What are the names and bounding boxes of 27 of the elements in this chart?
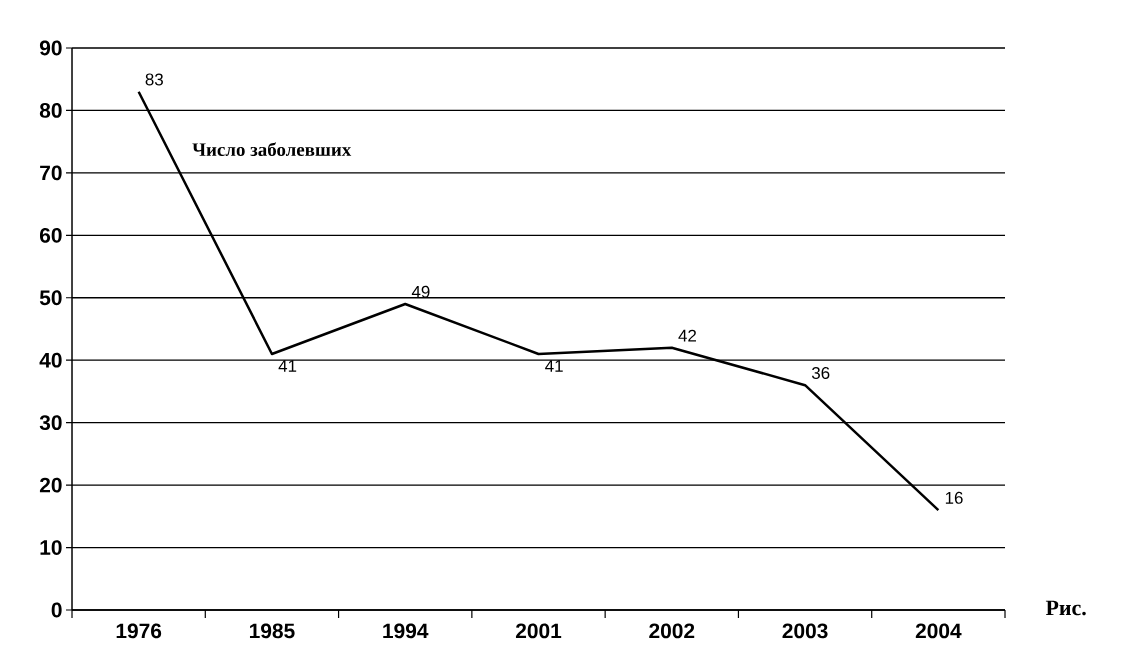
series-label: Число заболевших (192, 142, 352, 157)
data-label: 83 (145, 73, 163, 86)
y-tick-label: 10 (40, 540, 62, 555)
x-tick-label: 2004 (915, 623, 962, 639)
y-tick-label: 30 (39, 415, 62, 431)
data-label: 49 (411, 285, 430, 298)
x-tick-label: 2001 (515, 623, 562, 639)
data-label: 36 (811, 366, 830, 379)
data-label: 41 (545, 360, 563, 372)
line-series (137, 90, 940, 512)
x-tick-label: 1985 (249, 623, 295, 639)
y-tick-label: 0 (51, 602, 62, 618)
y-tick-label: 70 (40, 165, 62, 181)
x-tick-label: 2003 (782, 623, 828, 639)
data-label: 42 (678, 329, 696, 342)
y-tick-label: 80 (39, 103, 62, 118)
y-tick-label: 90 (39, 40, 62, 56)
y-tick-label: 50 (39, 290, 62, 306)
x-tick-label: 1976 (116, 623, 162, 639)
y-tick-label: 20 (39, 477, 62, 493)
data-label: 41 (278, 360, 297, 372)
x-tick-label: 1994 (383, 623, 429, 639)
y-tick-label: 60 (39, 227, 62, 243)
x-tick-label: 2002 (649, 623, 695, 639)
text: Рис. (1045, 600, 1086, 616)
y-tick-label: 40 (39, 352, 62, 368)
data-label: 16 (945, 491, 963, 504)
